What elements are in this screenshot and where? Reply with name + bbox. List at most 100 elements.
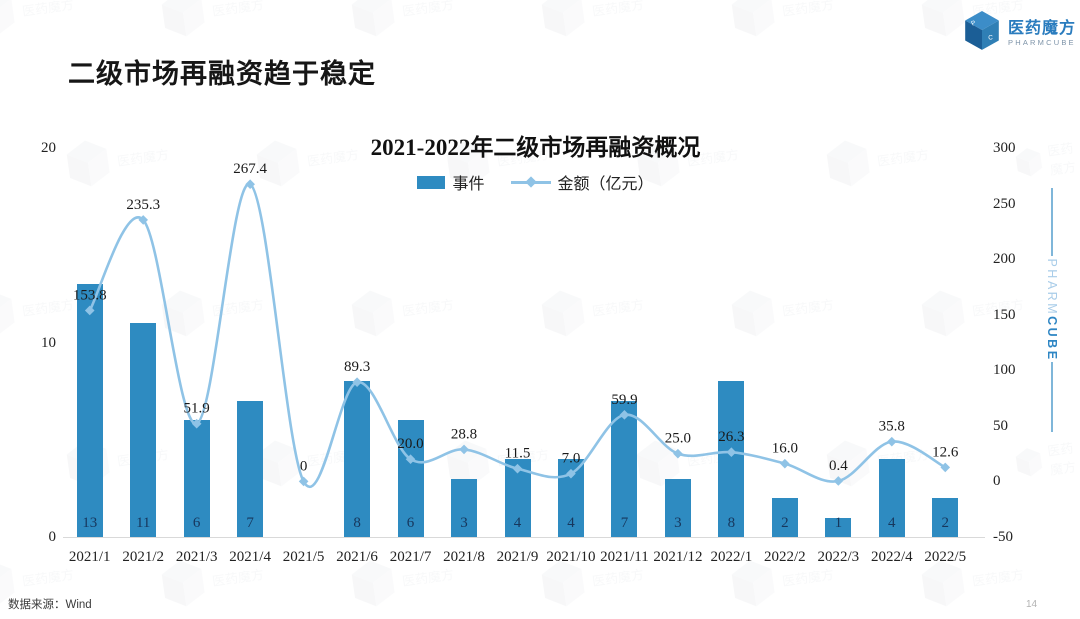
watermark-cube-icon: 医药魔方 <box>347 0 457 42</box>
line-value-label: 89.3 <box>344 359 370 375</box>
x-axis-label: 2022/1 <box>710 549 753 565</box>
bar <box>237 400 264 537</box>
pharmcube-logo: P C 医药魔方 PHARMCUBE <box>963 10 1076 57</box>
line-value-label: 12.6 <box>932 444 959 460</box>
left-axis-tick: 10 <box>41 334 56 351</box>
bar <box>718 381 745 537</box>
line-value-label: 25.0 <box>665 431 691 447</box>
right-axis-tick: 150 <box>993 306 1016 323</box>
x-axis-label: 2022/3 <box>817 549 860 565</box>
bar <box>664 478 691 537</box>
bar-value-label: 4 <box>888 515 896 531</box>
line-value-label: 26.3 <box>718 429 744 445</box>
right-axis-tick: 300 <box>993 140 1016 156</box>
x-axis-label: 2021/2 <box>122 549 165 565</box>
bar <box>771 498 798 537</box>
line-value-label: 0.4 <box>829 458 848 474</box>
line-value-label: 28.8 <box>451 426 477 442</box>
right-axis-tick: 100 <box>993 362 1016 379</box>
bar-value-label: 3 <box>460 515 468 531</box>
logo-text: 医药魔方 PHARMCUBE <box>1008 20 1076 48</box>
cube-icon: P C <box>963 10 1001 57</box>
line-marker <box>780 458 790 469</box>
x-axis-label: 2021/9 <box>496 549 539 565</box>
x-axis-label: 2021/1 <box>68 549 111 565</box>
bar <box>932 498 959 537</box>
bar-value-label: 4 <box>567 515 575 531</box>
page-number: 14 <box>1026 599 1038 610</box>
bar <box>397 420 424 537</box>
x-axis-label: 2021/8 <box>443 549 485 565</box>
line-swatch-icon <box>510 176 551 189</box>
bar <box>183 420 210 537</box>
legend-label-bar: 事件 <box>452 176 485 193</box>
line-marker <box>673 448 683 459</box>
svg-text:P: P <box>970 19 977 27</box>
x-axis-label: 2022/4 <box>870 549 913 565</box>
bar-value-label: 2 <box>781 515 789 531</box>
line-value-label: 59.9 <box>611 392 637 408</box>
line-value-label: 153.8 <box>73 287 107 303</box>
right-axis-tick: 250 <box>993 195 1016 212</box>
line-value-label: 20.0 <box>397 436 423 452</box>
bar-value-label: 8 <box>727 515 736 531</box>
line-value-label: 16.0 <box>772 441 798 457</box>
right-axis-tick: 0 <box>993 473 1001 490</box>
side-vertical-badge: PHARMCUBE <box>1045 258 1059 361</box>
bar-value-label: 4 <box>513 515 522 531</box>
plot-area: 13 11 6 7 8 6 3 4 4 7 3 8 2 1 4 2 153.8 235.3 51.9 267.4 0 89… <box>63 148 972 537</box>
bar <box>878 459 905 537</box>
logo-name-cn: 医药魔方 <box>1008 19 1077 37</box>
x-axis-label: 2021/3 <box>175 549 218 565</box>
x-axis-label: 2021/4 <box>229 549 271 565</box>
line-value-label: 267.4 <box>233 161 267 177</box>
bar-value-label: 6 <box>192 515 201 531</box>
bar <box>130 323 157 537</box>
right-axis-tick: 200 <box>993 251 1016 268</box>
x-axis-label: 2021/7 <box>389 549 432 565</box>
line-marker <box>886 436 897 447</box>
x-axis-label: 2022/2 <box>764 549 806 565</box>
bar <box>611 400 638 537</box>
x-axis-label: 2022/5 <box>924 549 967 565</box>
x-axis-label: 2021/5 <box>282 549 325 565</box>
bar <box>344 381 371 537</box>
watermark-cube-icon: 医药魔方 <box>0 0 77 42</box>
bar-value-label: 1 <box>834 515 843 531</box>
watermark-cube-icon: 医药魔方 <box>727 0 837 42</box>
bar-value-label: 7 <box>246 515 254 531</box>
chart-title: 2021-2022年二级市场再融资概况 <box>370 135 701 160</box>
bar-value-label: 3 <box>674 515 682 531</box>
bar-value-label: 13 <box>82 515 98 531</box>
x-axis-line <box>63 537 985 538</box>
line-value-label: 0 <box>300 458 308 474</box>
line-marker <box>245 179 255 190</box>
line-marker <box>512 463 523 474</box>
page-title: 二级市场再融资趋于稳定 <box>68 59 376 89</box>
svg-text:C: C <box>988 34 993 41</box>
left-axis-tick: 0 <box>48 529 57 545</box>
x-axis-label: 2021/11 <box>600 549 649 565</box>
side-badge-pharm: PHARM <box>1045 258 1059 317</box>
x-axis-label: 2021/6 <box>336 549 378 565</box>
bar-value-label: 2 <box>941 515 950 531</box>
bar-value-label: 7 <box>620 515 629 531</box>
legend-item-line: 金额（亿元） <box>510 170 654 194</box>
line-marker <box>833 476 844 486</box>
bar <box>825 517 852 537</box>
side-line-top <box>1051 188 1053 256</box>
bar <box>76 284 103 537</box>
x-axis-label: 2021/12 <box>653 549 703 565</box>
watermark-cube-icon: 医药魔方 <box>157 0 267 42</box>
line-value-label: 11.5 <box>505 446 531 462</box>
side-badge-cube: CUBE <box>1045 316 1059 362</box>
legend-label-line: 金额（亿元） <box>557 176 654 193</box>
right-axis-tick: 50 <box>993 417 1008 434</box>
watermark-cube-icon: 医药魔方 <box>537 0 647 42</box>
bar-value-label: 8 <box>353 515 361 531</box>
logo-name-en: PHARMCUBE <box>1008 38 1076 48</box>
bar-value-label: 6 <box>406 515 415 531</box>
line-marker <box>619 410 630 420</box>
line-value-label: 51.9 <box>184 401 210 417</box>
x-axis-label: 2021/10 <box>546 549 596 565</box>
